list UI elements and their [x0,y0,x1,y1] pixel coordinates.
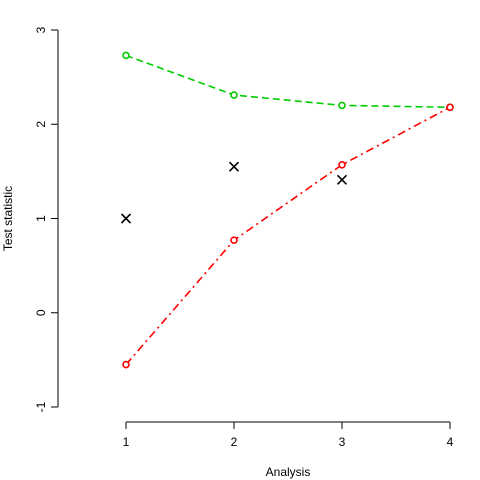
y-tick-label: 3 [34,26,48,33]
observed-point [336,174,348,185]
lower-bound-point [446,103,454,112]
lower-bound-line [125,106,451,366]
y-tick-label: -1 [34,401,48,412]
upper-bound-point [338,101,346,110]
y-tick-label: 1 [34,215,48,222]
lower-bound-point [338,160,346,169]
y-tick-label: 0 [34,309,48,316]
x-axis: 1 2 3 4 [123,421,454,449]
lower-bound-point [230,236,238,244]
lower-bound-series [122,103,454,369]
observed-point [228,161,240,172]
x-tick-label: 2 [231,435,238,449]
upper-bound-series [122,51,454,112]
upper-bound-line [125,54,451,109]
cross-stroke [336,174,348,185]
observed-series [120,161,348,224]
x-axis-title: Analysis [266,465,311,479]
upper-bound-point [230,91,238,99]
x-tick-label: 3 [339,435,346,449]
cross-stroke [120,213,132,224]
x-tick-label: 1 [123,435,130,449]
y-axis: -1 0 1 2 3 [34,26,59,412]
x-tick-label: 4 [447,435,454,449]
y-axis-title: Test statistic [1,186,15,251]
observed-point [120,213,132,224]
series-layer [120,51,454,369]
y-tick-label: 2 [34,121,48,128]
cross-stroke [228,161,240,172]
lower-bound-point [122,360,130,369]
upper-bound-point [122,51,130,60]
